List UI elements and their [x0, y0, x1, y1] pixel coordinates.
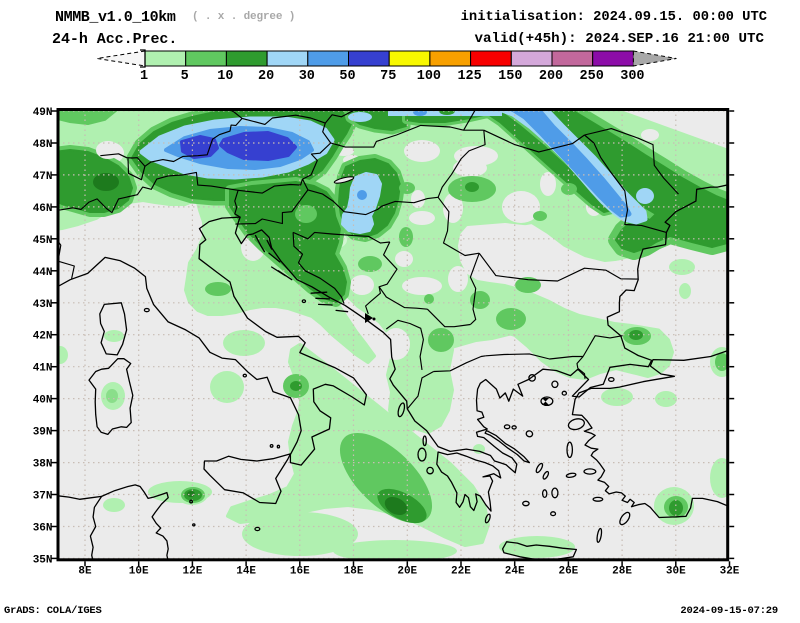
svg-text:38N: 38N: [33, 459, 53, 471]
svg-text:150: 150: [498, 69, 522, 84]
svg-text:49N: 49N: [33, 107, 53, 119]
svg-text:30E: 30E: [666, 566, 686, 578]
svg-text:44N: 44N: [33, 267, 53, 279]
svg-text:14E: 14E: [236, 566, 256, 578]
svg-text:100: 100: [417, 69, 441, 84]
svg-text:20: 20: [258, 69, 274, 84]
svg-text:39N: 39N: [33, 427, 53, 439]
svg-text:41N: 41N: [33, 363, 53, 375]
svg-text:35N: 35N: [33, 554, 53, 566]
svg-text:2024-09-15-07:29: 2024-09-15-07:29: [680, 605, 778, 617]
svg-text:initialisation: 2024.09.15. 0: initialisation: 2024.09.15. 00:00 UTC: [461, 9, 767, 25]
svg-text:NMMB_v1.0_10km: NMMB_v1.0_10km: [55, 9, 176, 26]
svg-text:22E: 22E: [451, 566, 471, 578]
svg-text:28E: 28E: [612, 566, 632, 578]
svg-text:16E: 16E: [290, 566, 310, 578]
svg-text:10: 10: [217, 69, 233, 84]
svg-text:26E: 26E: [558, 566, 578, 578]
svg-text:( . x . degree ): ( . x . degree ): [192, 11, 295, 23]
svg-text:20E: 20E: [397, 566, 417, 578]
svg-text:75: 75: [380, 69, 396, 84]
svg-text:43N: 43N: [33, 299, 53, 311]
svg-text:36N: 36N: [33, 522, 53, 534]
svg-text:30: 30: [299, 69, 315, 84]
svg-text:300: 300: [620, 69, 644, 84]
svg-text:200: 200: [539, 69, 563, 84]
svg-text:12E: 12E: [183, 566, 203, 578]
svg-text:47N: 47N: [33, 171, 53, 183]
svg-text:24-h Acc.Prec.: 24-h Acc.Prec.: [52, 31, 177, 48]
svg-text:valid(+45h): 2024.SEP.16 21:00: valid(+45h): 2024.SEP.16 21:00 UTC: [475, 31, 765, 47]
svg-text:1: 1: [140, 69, 148, 84]
svg-text:8E: 8E: [78, 566, 92, 578]
svg-text:GrADS: COLA/IGES: GrADS: COLA/IGES: [4, 605, 102, 617]
svg-text:42N: 42N: [33, 331, 53, 343]
svg-text:125: 125: [457, 69, 481, 84]
svg-text:10E: 10E: [129, 566, 149, 578]
svg-text:24E: 24E: [505, 566, 525, 578]
svg-text:40N: 40N: [33, 395, 53, 407]
svg-text:18E: 18E: [344, 566, 364, 578]
svg-text:45N: 45N: [33, 235, 53, 247]
svg-text:37N: 37N: [33, 491, 53, 503]
svg-text:32E: 32E: [720, 566, 740, 578]
svg-text:46N: 46N: [33, 203, 53, 215]
svg-text:250: 250: [580, 69, 604, 84]
svg-text:50: 50: [339, 69, 355, 84]
svg-text:48N: 48N: [33, 139, 53, 151]
svg-text:5: 5: [181, 69, 189, 84]
